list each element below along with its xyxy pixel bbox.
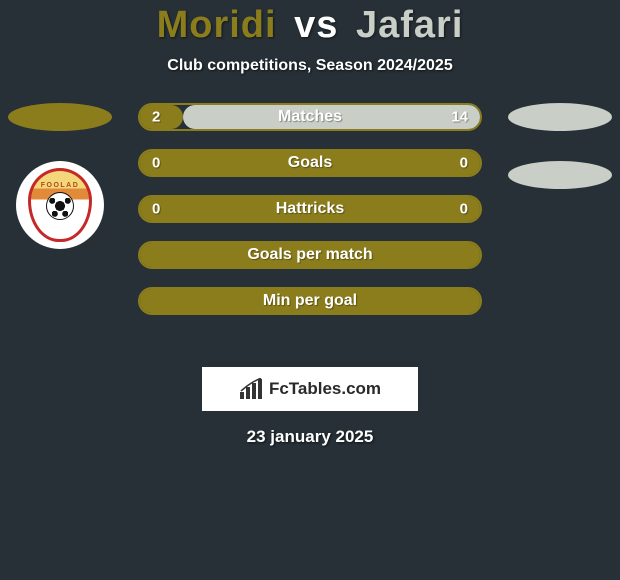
foolad-text-icon: FOOLAD	[41, 182, 80, 189]
player1-club-ellipse	[8, 103, 112, 131]
stat-bar: Goals per match	[138, 241, 482, 269]
stat-fill-left	[140, 105, 183, 129]
stat-label: Matches	[278, 108, 342, 126]
stat-value-left: 0	[152, 155, 160, 172]
stat-bars: Matches 2 14 Goals 0 0 Hattricks 0 0 Goals per ma…	[138, 103, 482, 315]
fctables-watermark: FcTables.com	[202, 367, 418, 411]
stat-bar: Min per goal	[138, 287, 482, 315]
stat-label: Min per goal	[263, 292, 357, 310]
player1-name: Moridi	[157, 4, 277, 46]
stat-value-left: 2	[152, 109, 160, 126]
stat-label: Goals per match	[247, 246, 372, 264]
player2-club-ellipse-2	[508, 161, 612, 189]
page-title: Moridi vs Jafari	[0, 0, 620, 47]
stat-label: Hattricks	[276, 200, 344, 218]
stat-value-right: 0	[460, 155, 468, 172]
stat-bar: Matches 2 14	[138, 103, 482, 131]
vs-label: vs	[294, 4, 338, 46]
date-label: 23 january 2025	[0, 427, 620, 447]
subtitle: Club competitions, Season 2024/2025	[0, 57, 620, 75]
stat-value-right: 14	[451, 109, 468, 126]
foolad-shield-icon: FOOLAD	[28, 168, 92, 242]
stat-bar: Goals 0 0	[138, 149, 482, 177]
right-badge-column	[508, 103, 612, 189]
comparison-stage: FOOLAD Matches214Goals00Hattricks00Goals…	[0, 103, 620, 353]
watermark-tables: Tables.com	[289, 379, 381, 398]
foolad-fc-logo: FOOLAD	[16, 161, 104, 249]
stat-value-left: 0	[152, 201, 160, 218]
player2-name: Jafari	[356, 4, 463, 46]
stat-bar: Hattricks 0 0	[138, 195, 482, 223]
stat-label: Goals	[288, 154, 332, 172]
watermark-fc: Fc	[269, 379, 289, 398]
football-icon	[46, 192, 74, 220]
stat-value-right: 0	[460, 201, 468, 218]
player2-club-ellipse-1	[508, 103, 612, 131]
bars-icon	[239, 378, 265, 400]
left-badge-column: FOOLAD	[8, 103, 112, 249]
